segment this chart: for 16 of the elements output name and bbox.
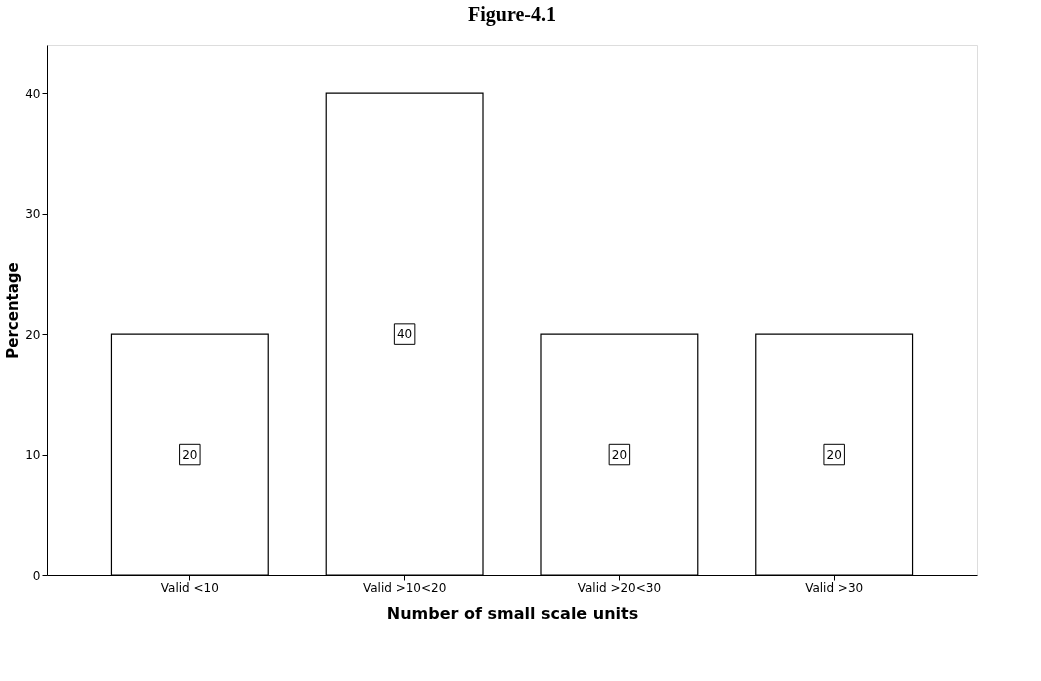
x-tick-label: Valid >20<30 <box>577 580 662 595</box>
data-label: 20 <box>182 447 198 462</box>
x-tick-label: Valid >10<20 <box>362 580 447 595</box>
x-tick-label: Valid <10 <box>160 580 219 595</box>
x-tick-label: Valid >30 <box>805 580 864 595</box>
y-axis-title: Percentage <box>4 262 23 359</box>
chart-title: Figure-4.1 <box>468 3 556 26</box>
data-label: 20 <box>826 447 842 462</box>
y-tick-label: 40 <box>25 86 41 101</box>
y-tick-label: 30 <box>25 207 41 222</box>
data-label: 20 <box>611 447 628 462</box>
x-axis-title: Number of small scale units <box>386 603 639 623</box>
data-label: 40 <box>396 327 413 342</box>
y-tick-label: 0 <box>32 568 41 583</box>
y-tick-label: 10 <box>25 448 41 463</box>
y-tick-label: 20 <box>25 327 41 342</box>
